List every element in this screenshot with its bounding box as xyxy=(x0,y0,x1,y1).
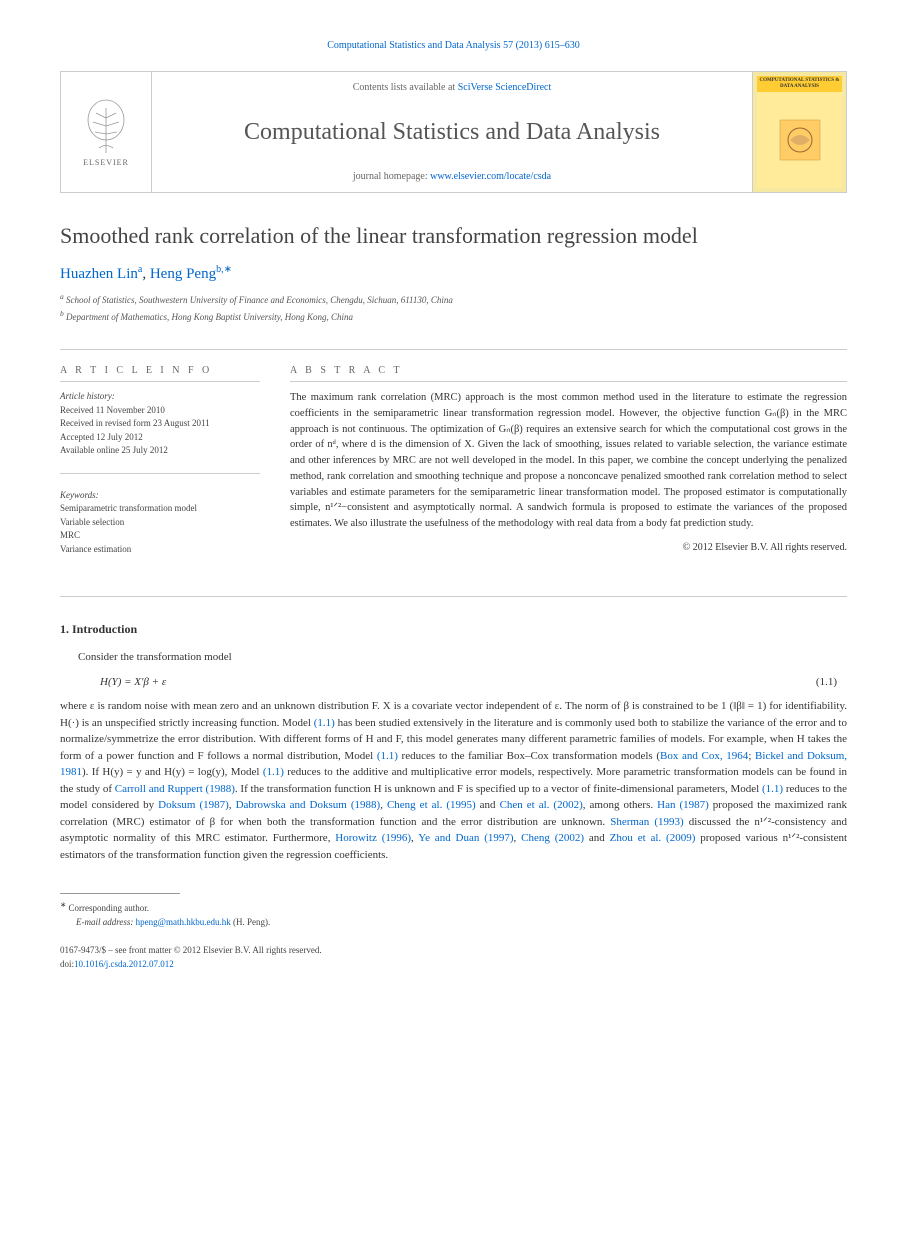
info-abstract-row: A R T I C L E I N F O Article history: R… xyxy=(60,365,847,571)
history-item-1: Received in revised form 23 August 2011 xyxy=(60,417,260,431)
p2-12: , among others. xyxy=(583,799,657,811)
doi-link[interactable]: 10.1016/j.csda.2012.07.012 xyxy=(74,959,174,969)
ref-han[interactable]: Han (1987) xyxy=(657,799,709,811)
p2-10: , xyxy=(380,799,387,811)
ref-cheng95[interactable]: Cheng et al. (1995) xyxy=(387,799,476,811)
elsevier-tree-icon xyxy=(81,98,131,158)
keywords-label: Keywords: xyxy=(60,489,260,503)
homepage-prefix: journal homepage: xyxy=(353,171,430,182)
elsevier-logo-box: ELSEVIER xyxy=(61,72,152,192)
ref-eq-1-1c[interactable]: (1.1) xyxy=(263,766,284,778)
history-item-3: Available online 25 July 2012 xyxy=(60,444,260,458)
author-2[interactable]: Heng Peng xyxy=(150,266,216,282)
ref-cheng02[interactable]: Cheng (2002) xyxy=(521,832,584,844)
affiliation-a-text: School of Statistics, Southwestern Unive… xyxy=(66,295,453,305)
body-text: Consider the transformation model H(Y) =… xyxy=(60,649,847,863)
journal-homepage-line: journal homepage: www.elsevier.com/locat… xyxy=(172,171,732,182)
section-1-heading: 1. Introduction xyxy=(60,622,847,637)
contents-prefix: Contents lists available at xyxy=(353,82,458,93)
corresponding-text: Corresponding author. xyxy=(69,903,150,913)
keyword-0: Semiparametric transformation model xyxy=(60,502,260,516)
ref-eq-1-1d[interactable]: (1.1) xyxy=(762,783,783,795)
affiliation-a: a School of Statistics, Southwestern Uni… xyxy=(60,291,847,308)
ref-doksum[interactable]: Doksum (1987) xyxy=(158,799,229,811)
equation-content: H(Y) = X′β + ε xyxy=(100,674,166,691)
equation-number: (1.1) xyxy=(816,674,837,691)
corresponding-author-note: ∗ Corresponding author. xyxy=(60,899,847,916)
bottom-publication-info: 0167-9473/$ – see front matter © 2012 El… xyxy=(60,944,847,971)
ref-chen02[interactable]: Chen et al. (2002) xyxy=(500,799,583,811)
contents-available-line: Contents lists available at SciVerse Sci… xyxy=(172,82,732,93)
affiliations: a School of Statistics, Southwestern Uni… xyxy=(60,291,847,324)
equation-1-1: H(Y) = X′β + ε (1.1) xyxy=(100,674,847,691)
publisher-masthead: ELSEVIER Contents lists available at Sci… xyxy=(60,71,847,193)
history-label: Article history: xyxy=(60,390,260,404)
p2-11: and xyxy=(476,799,500,811)
history-item-2: Accepted 12 July 2012 xyxy=(60,431,260,445)
footnote-divider xyxy=(60,893,180,894)
elsevier-label: ELSEVIER xyxy=(83,158,129,167)
abstract-text: The maximum rank correlation (MRC) appro… xyxy=(290,390,847,532)
p2-17: and xyxy=(584,832,610,844)
p2-3: reduces to the familiar Box–Cox transfor… xyxy=(398,750,660,762)
history-item-0: Received 11 November 2010 xyxy=(60,404,260,418)
journal-cover-thumbnail: COMPUTATIONAL STATISTICS & DATA ANALYSIS xyxy=(752,72,846,192)
article-history-block: Article history: Received 11 November 20… xyxy=(60,390,260,458)
header-citation: Computational Statistics and Data Analys… xyxy=(60,40,847,51)
email-who: (H. Peng). xyxy=(233,917,270,927)
ref-eq-1-1[interactable]: (1.1) xyxy=(314,717,335,729)
p2-5: ). If H(y) = y and H(y) = log(y), Model xyxy=(82,766,263,778)
issn-line: 0167-9473/$ – see front matter © 2012 El… xyxy=(60,944,847,958)
intro-para-1: Consider the transformation model xyxy=(60,649,847,666)
p2-7: . If the transformation function H is un… xyxy=(235,783,762,795)
footnotes: ∗ Corresponding author. E-mail address: … xyxy=(60,899,847,929)
keywords-block: Keywords: Semiparametric transformation … xyxy=(60,489,260,557)
intro-para-2: where ε is random noise with mean zero a… xyxy=(60,698,847,863)
ref-carroll[interactable]: Carroll and Ruppert (1988) xyxy=(115,783,235,795)
p2-9: , xyxy=(229,799,236,811)
keyword-1: Variable selection xyxy=(60,516,260,530)
ref-dabrowska[interactable]: Dabrowska and Doksum (1988) xyxy=(236,799,381,811)
abstract-column: A B S T R A C T The maximum rank correla… xyxy=(290,365,847,571)
p2-16: , xyxy=(514,832,522,844)
author-1[interactable]: Huazhen Lin xyxy=(60,266,138,282)
email-label: E-mail address: xyxy=(76,917,133,927)
abstract-heading: A B S T R A C T xyxy=(290,365,847,382)
body-divider xyxy=(60,596,847,597)
email-link[interactable]: hpeng@math.hkbu.edu.hk xyxy=(136,917,231,927)
ref-horowitz[interactable]: Horowitz (1996) xyxy=(335,832,411,844)
authors-line: Huazhen Lina, Heng Pengb,∗ xyxy=(60,264,847,283)
doi-label: doi: xyxy=(60,959,74,969)
keyword-3: Variance estimation xyxy=(60,543,260,557)
ref-eq-1-1b[interactable]: (1.1) xyxy=(377,750,398,762)
masthead-center: Contents lists available at SciVerse Sci… xyxy=(152,72,752,192)
ref-boxcox[interactable]: Box and Cox, 1964 xyxy=(660,750,748,762)
abstract-copyright: © 2012 Elsevier B.V. All rights reserved… xyxy=(290,542,847,553)
ref-ye[interactable]: Ye and Duan (1997) xyxy=(418,832,513,844)
doi-line: doi:10.1016/j.csda.2012.07.012 xyxy=(60,958,847,972)
keywords-divider xyxy=(60,473,260,474)
sciencedirect-link[interactable]: SciVerse ScienceDirect xyxy=(458,82,552,93)
homepage-link[interactable]: www.elsevier.com/locate/csda xyxy=(430,171,551,182)
journal-name: Computational Statistics and Data Analys… xyxy=(172,119,732,146)
affiliation-b-text: Department of Mathematics, Hong Kong Bap… xyxy=(66,312,353,322)
author-1-affil: a xyxy=(138,264,142,275)
keyword-2: MRC xyxy=(60,529,260,543)
cover-title: COMPUTATIONAL STATISTICS & DATA ANALYSIS xyxy=(757,76,842,92)
ref-sherman[interactable]: Sherman (1993) xyxy=(610,816,683,828)
email-line: E-mail address: hpeng@math.hkbu.edu.hk (… xyxy=(76,916,847,930)
article-info-column: A R T I C L E I N F O Article history: R… xyxy=(60,365,260,571)
article-info-heading: A R T I C L E I N F O xyxy=(60,365,260,382)
affiliation-b: b Department of Mathematics, Hong Kong B… xyxy=(60,308,847,325)
article-title: Smoothed rank correlation of the linear … xyxy=(60,223,847,249)
ref-zhou[interactable]: Zhou et al. (2009) xyxy=(610,832,696,844)
author-2-affil: b,∗ xyxy=(216,264,232,275)
cover-graphic-area xyxy=(757,92,842,188)
info-divider xyxy=(60,349,847,350)
